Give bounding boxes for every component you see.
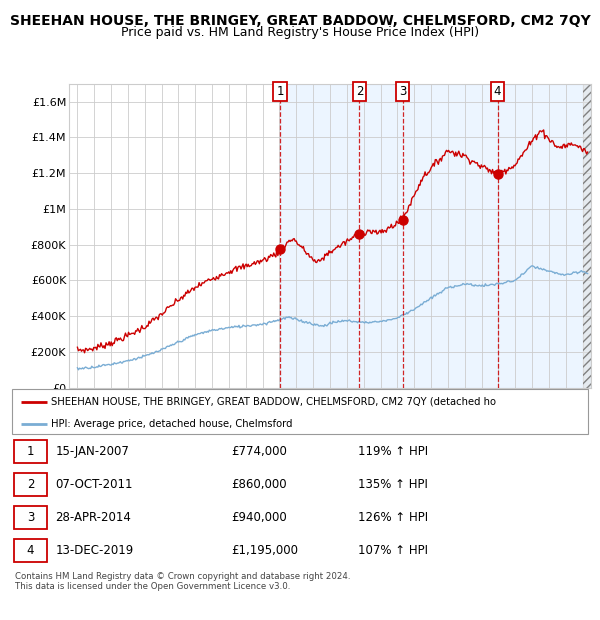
Text: 2: 2 — [26, 478, 34, 491]
Text: 4: 4 — [494, 85, 501, 98]
Text: 107% ↑ HPI: 107% ↑ HPI — [358, 544, 428, 557]
Text: 1: 1 — [26, 445, 34, 458]
Text: 1: 1 — [277, 85, 284, 98]
Text: £940,000: £940,000 — [231, 512, 287, 525]
Text: HPI: Average price, detached house, Chelmsford: HPI: Average price, detached house, Chel… — [51, 419, 293, 429]
Text: 2: 2 — [356, 85, 363, 98]
Bar — [583, 84, 591, 388]
Text: £774,000: £774,000 — [231, 445, 287, 458]
FancyBboxPatch shape — [14, 539, 47, 562]
Text: SHEEHAN HOUSE, THE BRINGEY, GREAT BADDOW, CHELMSFORD, CM2 7QY (detached ho: SHEEHAN HOUSE, THE BRINGEY, GREAT BADDOW… — [51, 397, 496, 407]
Text: 4: 4 — [26, 544, 34, 557]
Bar — [583, 84, 591, 388]
Text: 15-JAN-2007: 15-JAN-2007 — [55, 445, 129, 458]
Text: Price paid vs. HM Land Registry's House Price Index (HPI): Price paid vs. HM Land Registry's House … — [121, 26, 479, 39]
Text: 28-APR-2014: 28-APR-2014 — [55, 512, 131, 525]
Text: £1,195,000: £1,195,000 — [231, 544, 298, 557]
Text: SHEEHAN HOUSE, THE BRINGEY, GREAT BADDOW, CHELMSFORD, CM2 7QY: SHEEHAN HOUSE, THE BRINGEY, GREAT BADDOW… — [10, 14, 590, 28]
Text: 13-DEC-2019: 13-DEC-2019 — [55, 544, 133, 557]
Bar — [280, 84, 591, 388]
FancyBboxPatch shape — [14, 507, 47, 529]
Text: 3: 3 — [399, 85, 406, 98]
Text: 135% ↑ HPI: 135% ↑ HPI — [358, 478, 427, 491]
Text: 07-OCT-2011: 07-OCT-2011 — [55, 478, 133, 491]
Text: £860,000: £860,000 — [231, 478, 287, 491]
Text: 126% ↑ HPI: 126% ↑ HPI — [358, 512, 428, 525]
Text: 119% ↑ HPI: 119% ↑ HPI — [358, 445, 428, 458]
Text: 3: 3 — [27, 512, 34, 525]
FancyBboxPatch shape — [14, 440, 47, 463]
Text: Contains HM Land Registry data © Crown copyright and database right 2024.
This d: Contains HM Land Registry data © Crown c… — [15, 572, 350, 591]
FancyBboxPatch shape — [14, 474, 47, 496]
